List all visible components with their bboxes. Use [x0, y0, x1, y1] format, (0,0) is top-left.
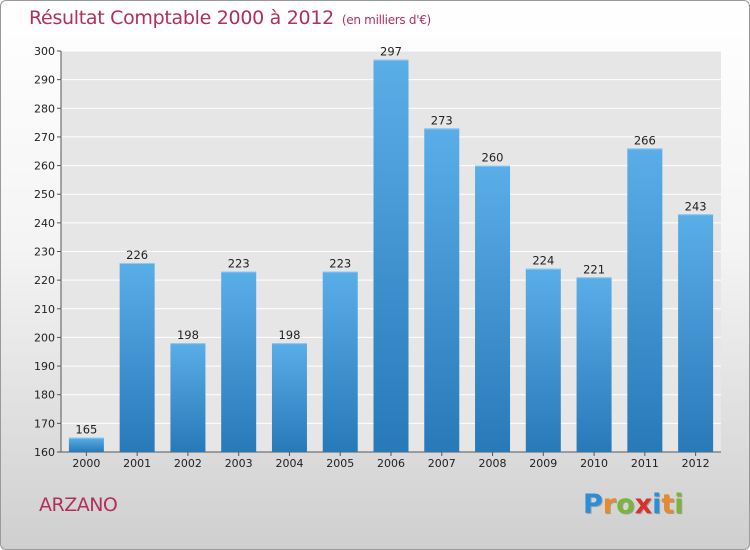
- x-tick-label: 2002: [174, 457, 202, 470]
- data-label: 243: [685, 199, 707, 213]
- x-tick-label: 2011: [631, 457, 659, 470]
- bar: [424, 128, 460, 452]
- x-tick-label: 2003: [225, 457, 253, 470]
- logo-letter: i: [652, 489, 662, 520]
- logo-letter: P: [583, 489, 603, 520]
- logo-letter: x: [634, 489, 653, 520]
- bar: [576, 277, 612, 452]
- bar: [119, 262, 155, 452]
- y-tick-label: 280: [34, 102, 55, 115]
- y-tick-label: 240: [34, 217, 55, 230]
- y-tick-label: 270: [34, 131, 55, 144]
- bar: [68, 437, 104, 452]
- data-label: 223: [228, 257, 250, 271]
- y-tick-label: 190: [34, 360, 55, 373]
- y-tick-label: 290: [34, 74, 55, 87]
- bar: [678, 214, 714, 452]
- chart-title: Résultat Comptable 2000 à 2012 (en millie…: [29, 7, 431, 29]
- logo-letter: r: [602, 489, 617, 520]
- location-name: ARZANO: [39, 494, 118, 516]
- x-tick-label: 2009: [529, 457, 557, 470]
- logo-letter: i: [674, 489, 684, 520]
- y-tick-label: 300: [34, 45, 55, 58]
- data-label: 266: [634, 133, 656, 147]
- data-label: 226: [126, 248, 148, 262]
- bar: [475, 165, 511, 453]
- logo-letter: o: [616, 489, 635, 520]
- x-tick-label: 2006: [377, 457, 405, 470]
- data-label: 260: [482, 151, 504, 165]
- bar: [525, 268, 561, 452]
- y-tick-label: 250: [34, 188, 55, 201]
- y-tick-label: 200: [34, 331, 55, 344]
- bar: [271, 343, 307, 452]
- data-label: 273: [431, 113, 453, 127]
- data-label: 223: [329, 257, 351, 271]
- y-tick-label: 220: [34, 274, 55, 287]
- logo-letter: t: [661, 489, 675, 520]
- x-tick-label: 2004: [275, 457, 303, 470]
- y-tick-label: 230: [34, 246, 55, 259]
- x-tick-label: 2007: [428, 457, 456, 470]
- y-tick-label: 170: [34, 417, 55, 430]
- y-tick-label: 160: [34, 446, 55, 459]
- y-tick-label: 210: [34, 303, 55, 316]
- y-tick-label: 260: [34, 160, 55, 173]
- bar: [170, 343, 206, 452]
- x-tick-label: 2008: [479, 457, 507, 470]
- data-label: 198: [278, 328, 300, 342]
- chart-title-text: Résultat Comptable 2000 à 2012: [29, 7, 334, 29]
- bar: [221, 271, 257, 452]
- x-tick-label: 2000: [72, 457, 100, 470]
- bar: [322, 271, 358, 452]
- data-label: 297: [380, 45, 402, 59]
- x-tick-label: 2012: [682, 457, 710, 470]
- proxiti-logo: Proxiti: [583, 489, 684, 520]
- y-tick-label: 180: [34, 389, 55, 402]
- bar: [627, 148, 663, 452]
- chart-unit: (en milliers d'€): [341, 13, 431, 27]
- data-label: 165: [75, 423, 97, 437]
- data-label: 224: [532, 254, 554, 268]
- data-label: 221: [583, 262, 605, 276]
- bar: [373, 59, 409, 452]
- x-tick-label: 2005: [326, 457, 354, 470]
- x-tick-label: 2010: [580, 457, 608, 470]
- data-label: 198: [177, 328, 199, 342]
- x-tick-label: 2001: [123, 457, 151, 470]
